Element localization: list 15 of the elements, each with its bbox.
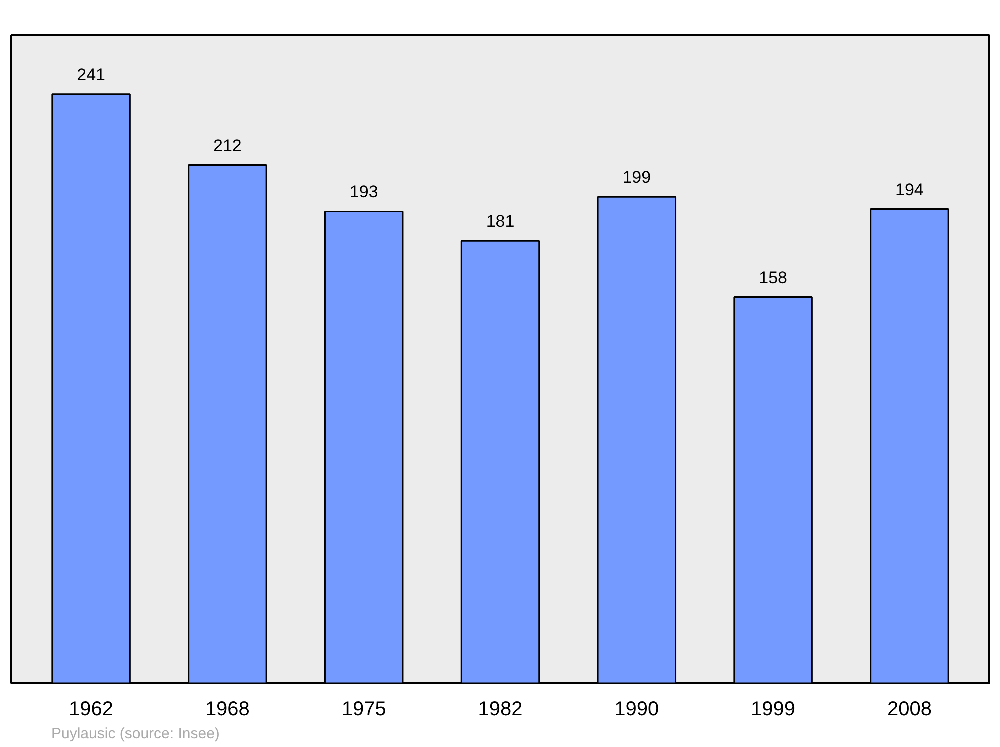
x-tick-label: 1962 bbox=[69, 698, 114, 720]
data-label: 193 bbox=[350, 182, 378, 202]
data-label: 158 bbox=[759, 268, 788, 288]
data-label: 199 bbox=[622, 168, 652, 188]
x-tick-label: 1975 bbox=[342, 698, 386, 720]
x-tick-label: 2008 bbox=[887, 698, 932, 720]
data-label: 241 bbox=[77, 65, 106, 84]
x-tick-label: 1968 bbox=[205, 698, 250, 720]
x-tick-label: 1982 bbox=[478, 698, 523, 720]
data-label: 212 bbox=[214, 136, 242, 156]
data-label: 194 bbox=[896, 180, 924, 200]
text: Puylausic (source: Insee) bbox=[52, 726, 220, 742]
x-tick-label: 1999 bbox=[751, 698, 796, 720]
x-tick-label: 1990 bbox=[614, 698, 660, 720]
data-label: 181 bbox=[486, 212, 515, 232]
